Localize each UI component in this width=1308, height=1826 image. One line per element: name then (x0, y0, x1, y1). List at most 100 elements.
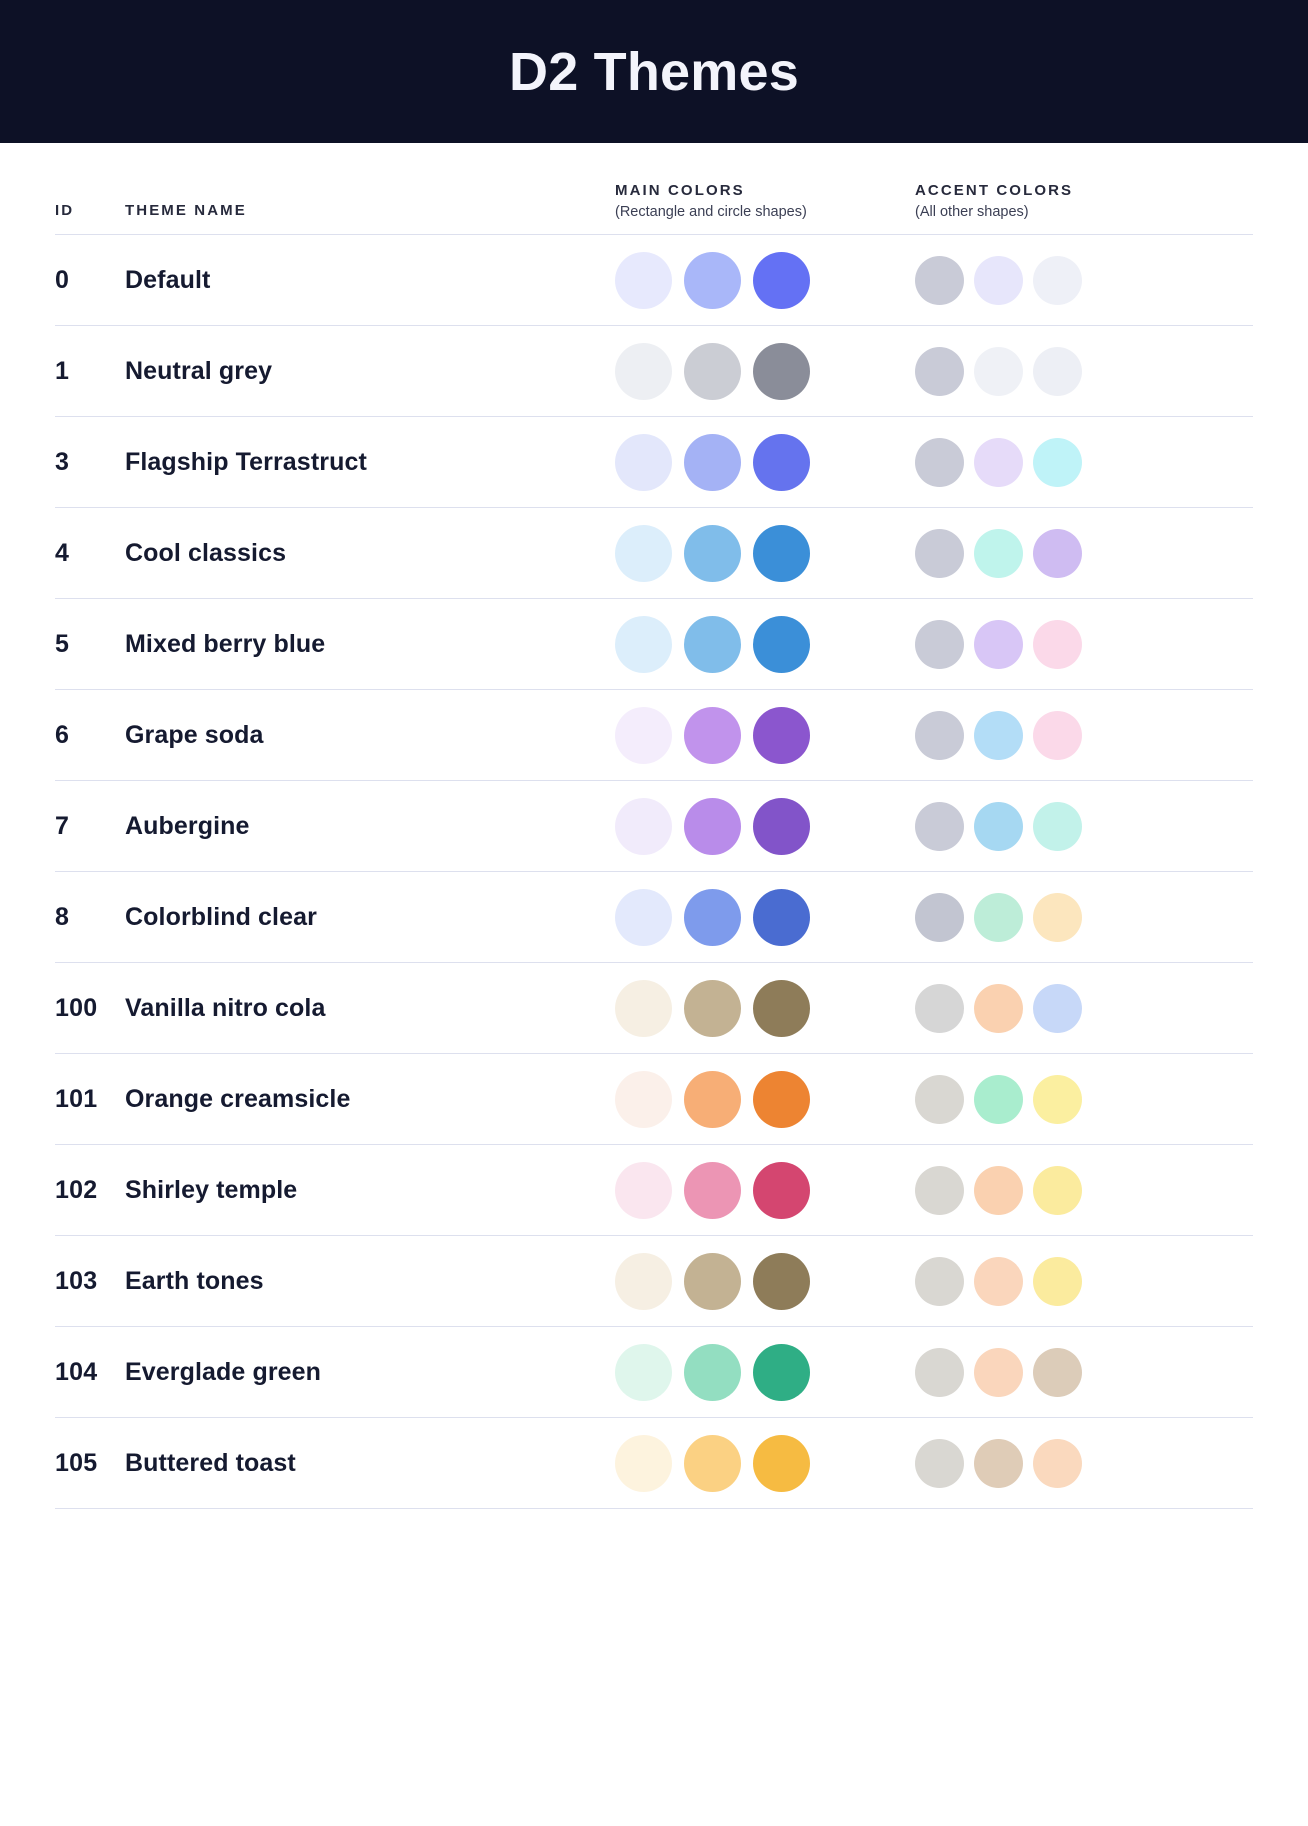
main-colors-cell (615, 888, 915, 946)
main-color-swatches (615, 888, 915, 946)
main-color-swatch (615, 888, 672, 946)
accent-color-swatches (915, 892, 1203, 942)
main-color-swatch (615, 797, 672, 855)
accent-color-swatch (1033, 801, 1082, 851)
accent-color-swatch (915, 346, 964, 396)
column-header-main-colors-label: MAIN COLORS (615, 182, 745, 200)
accent-color-swatch (1033, 1256, 1082, 1306)
accent-colors-cell (915, 346, 1203, 396)
main-color-swatch (753, 251, 810, 309)
column-header-id-label: ID (55, 202, 75, 220)
page-title: D2 Themes (509, 41, 799, 102)
main-color-swatch (684, 1252, 741, 1310)
theme-name: Everglade green (125, 1357, 322, 1386)
main-color-swatch (615, 342, 672, 400)
accent-color-swatch (1033, 1074, 1082, 1124)
accent-color-swatches (915, 1074, 1203, 1124)
accent-color-swatch (1033, 255, 1082, 305)
main-color-swatch (753, 1343, 810, 1401)
accent-color-swatch (1033, 710, 1082, 760)
table-row: 5 Mixed berry blue (55, 599, 1253, 690)
main-color-swatch (753, 979, 810, 1037)
main-colors-cell (615, 1252, 915, 1310)
accent-color-swatch (915, 1347, 964, 1397)
theme-id: 103 (55, 1266, 98, 1295)
theme-id: 105 (55, 1448, 98, 1477)
accent-color-swatch (915, 892, 964, 942)
main-color-swatch (684, 251, 741, 309)
table-row: 100 Vanilla nitro cola (55, 963, 1253, 1054)
accent-color-swatches (915, 619, 1203, 669)
theme-id: 7 (55, 811, 70, 840)
accent-color-swatch (915, 710, 964, 760)
main-color-swatch (753, 615, 810, 673)
theme-name: Cool classics (125, 538, 287, 567)
accent-color-swatch (1033, 1347, 1082, 1397)
accent-color-swatch (974, 528, 1023, 578)
accent-colors-cell (915, 983, 1203, 1033)
main-colors-cell (615, 251, 915, 309)
accent-color-swatches (915, 1256, 1203, 1306)
column-header-theme-name-label: THEME NAME (125, 202, 247, 220)
main-colors-cell (615, 342, 915, 400)
column-header-accent-colors: ACCENT COLORS (All other shapes) (915, 182, 1203, 221)
accent-color-swatch (974, 892, 1023, 942)
accent-color-swatch (1033, 1438, 1082, 1488)
theme-id: 1 (55, 356, 70, 385)
main-colors-cell (615, 1161, 915, 1219)
table-row: 4 Cool classics (55, 508, 1253, 599)
theme-id: 101 (55, 1084, 98, 1113)
table-row: 0 Default (55, 235, 1253, 326)
accent-color-swatch (974, 710, 1023, 760)
table-body: 0 Default 1 Neutral grey 3 Flagship Terrastru… (55, 235, 1253, 1509)
main-color-swatch (753, 1434, 810, 1492)
accent-colors-cell (915, 1438, 1203, 1488)
accent-colors-cell (915, 437, 1203, 487)
main-color-swatch (684, 1343, 741, 1401)
accent-color-swatch (974, 619, 1023, 669)
main-colors-cell (615, 524, 915, 582)
column-header-id: ID (55, 202, 125, 221)
main-color-swatch (615, 251, 672, 309)
accent-color-swatch (974, 346, 1023, 396)
accent-colors-cell (915, 710, 1203, 760)
main-colors-cell (615, 1070, 915, 1128)
main-color-swatches (615, 706, 915, 764)
accent-color-swatch (915, 619, 964, 669)
main-color-swatch (753, 888, 810, 946)
main-colors-cell (615, 979, 915, 1037)
accent-color-swatch (1033, 892, 1082, 942)
accent-colors-cell (915, 1165, 1203, 1215)
theme-name: Grape soda (125, 720, 264, 749)
column-header-accent-colors-sublabel: (All other shapes) (915, 203, 1029, 220)
main-color-swatch (684, 797, 741, 855)
main-color-swatches (615, 524, 915, 582)
table-row: 6 Grape soda (55, 690, 1253, 781)
main-color-swatches (615, 251, 915, 309)
main-color-swatch (615, 1434, 672, 1492)
accent-color-swatch (1033, 619, 1082, 669)
accent-color-swatch (915, 528, 964, 578)
accent-color-swatches (915, 346, 1203, 396)
table-row: 105 Buttered toast (55, 1418, 1253, 1509)
main-color-swatch (615, 433, 672, 491)
accent-color-swatch (974, 255, 1023, 305)
theme-name: Mixed berry blue (125, 629, 326, 658)
main-color-swatch (684, 615, 741, 673)
theme-id: 104 (55, 1357, 98, 1386)
table-header-row: ID THEME NAME MAIN COLORS (Rectangle and… (55, 143, 1253, 235)
theme-id: 102 (55, 1175, 98, 1204)
main-color-swatch (615, 1343, 672, 1401)
column-header-theme-name: THEME NAME (125, 202, 615, 221)
theme-name: Flagship Terrastruct (125, 447, 367, 476)
main-color-swatches (615, 1070, 915, 1128)
accent-color-swatch (915, 255, 964, 305)
accent-colors-cell (915, 1074, 1203, 1124)
accent-colors-cell (915, 1347, 1203, 1397)
main-color-swatch (684, 524, 741, 582)
main-color-swatches (615, 615, 915, 673)
main-color-swatch (684, 979, 741, 1037)
table-row: 101 Orange creamsicle (55, 1054, 1253, 1145)
table-row: 8 Colorblind clear (55, 872, 1253, 963)
theme-name: Aubergine (125, 811, 250, 840)
